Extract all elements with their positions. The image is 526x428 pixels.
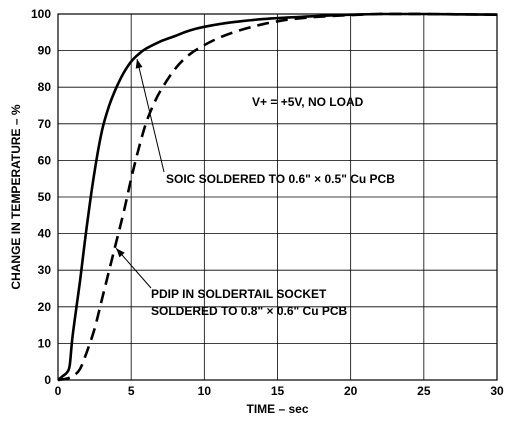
y-tick-label: 70 <box>38 117 52 131</box>
y-tick-label: 10 <box>38 336 52 350</box>
y-tick-label: 20 <box>38 300 52 314</box>
x-tick-label: 25 <box>417 384 431 398</box>
x-tick-label: 30 <box>490 384 504 398</box>
y-tick-label: 100 <box>31 7 51 21</box>
y-tick-label: 90 <box>38 44 52 58</box>
y-axis-title: CHANGE IN TEMPERATURE – % <box>9 104 23 289</box>
grid <box>58 14 497 380</box>
arrow-soic-shaft <box>136 58 165 173</box>
y-tick-label: 60 <box>38 153 52 167</box>
y-tick-label: 0 <box>44 373 51 387</box>
annotation-soic: SOIC SOLDERED TO 0.6" × 0.5" Cu PCB <box>166 172 395 186</box>
series-lines <box>57 12 498 382</box>
annotation-pdip-line1: PDIP IN SOLDERTAIL SOCKET <box>151 287 327 301</box>
annotation-conditions: V+ = +5V, NO LOAD <box>252 95 364 109</box>
arrow-soic-head <box>135 59 143 69</box>
annotation-arrows <box>115 58 165 289</box>
y-tick-label: 80 <box>38 80 52 94</box>
annotations: V+ = +5V, NO LOAD SOIC SOLDERED TO 0.6" … <box>151 95 395 318</box>
x-tick-label: 0 <box>55 384 62 398</box>
plot-area-border <box>57 13 498 381</box>
annotation-pdip-line2: SOLDERED TO 0.8" × 0.6" Cu PCB <box>151 304 348 318</box>
x-tick-label: 15 <box>271 384 285 398</box>
y-tick-label: 30 <box>38 263 52 277</box>
x-axis-title: TIME – sec <box>246 402 308 416</box>
y-tick-label: 50 <box>38 190 52 204</box>
series-line-pdip <box>57 12 498 382</box>
axis-titles: TIME – sec CHANGE IN TEMPERATURE – % <box>9 104 309 416</box>
x-tick-label: 20 <box>344 384 358 398</box>
x-tick-label: 5 <box>128 384 135 398</box>
plot-frame <box>57 13 498 381</box>
x-tick-label: 10 <box>198 384 212 398</box>
arrow-pdip-head <box>116 248 125 258</box>
y-tick-label: 40 <box>38 227 52 241</box>
tick-labels: 0 10 20 30 40 50 60 70 80 90 100 0 5 10 15 20 25 30 <box>31 7 504 398</box>
